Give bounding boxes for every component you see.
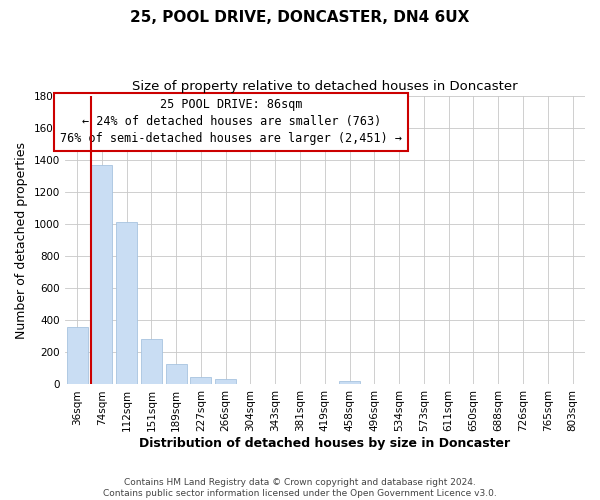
Bar xyxy=(67,328,88,384)
Title: Size of property relative to detached houses in Doncaster: Size of property relative to detached ho… xyxy=(132,80,518,93)
Text: Contains HM Land Registry data © Crown copyright and database right 2024.
Contai: Contains HM Land Registry data © Crown c… xyxy=(103,478,497,498)
Text: 25 POOL DRIVE: 86sqm
← 24% of detached houses are smaller (763)
76% of semi-deta: 25 POOL DRIVE: 86sqm ← 24% of detached h… xyxy=(60,98,402,146)
Bar xyxy=(91,166,112,384)
X-axis label: Distribution of detached houses by size in Doncaster: Distribution of detached houses by size … xyxy=(139,437,511,450)
Text: 25, POOL DRIVE, DONCASTER, DN4 6UX: 25, POOL DRIVE, DONCASTER, DN4 6UX xyxy=(130,10,470,25)
Bar xyxy=(215,379,236,384)
Bar xyxy=(190,377,211,384)
Y-axis label: Number of detached properties: Number of detached properties xyxy=(15,142,28,338)
Bar xyxy=(166,364,187,384)
Bar xyxy=(339,381,360,384)
Bar xyxy=(116,222,137,384)
Bar xyxy=(141,338,162,384)
